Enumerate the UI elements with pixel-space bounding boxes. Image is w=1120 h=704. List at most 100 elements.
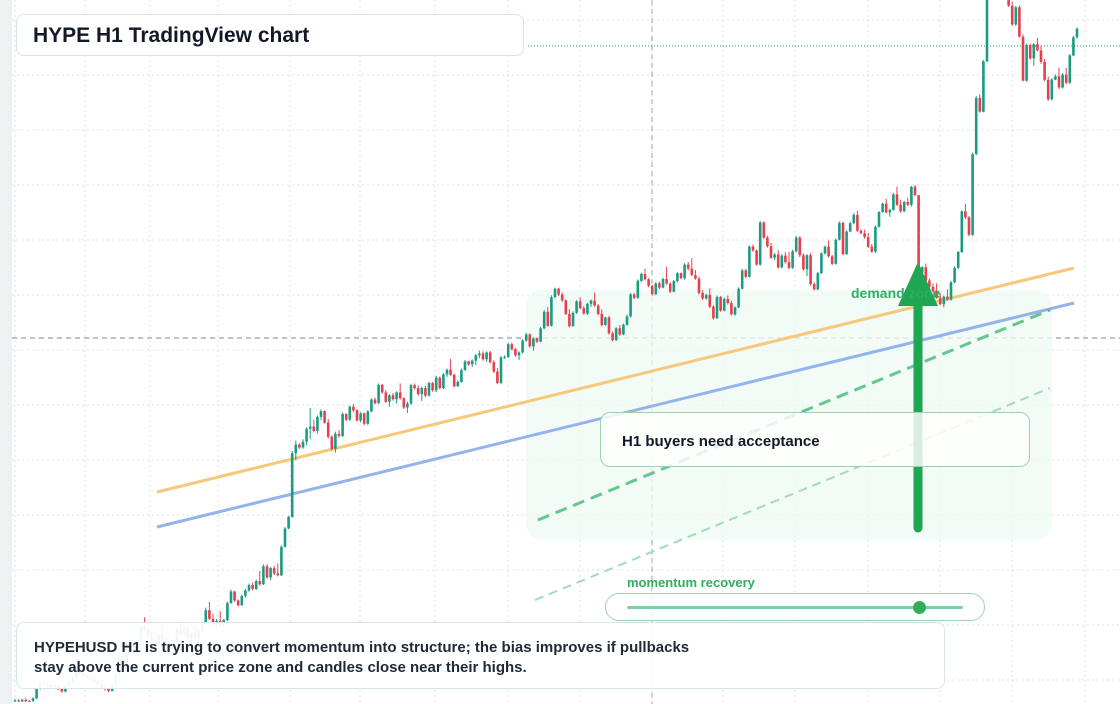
- candle-body: [683, 264, 686, 279]
- candle-body: [589, 300, 593, 304]
- candle-body: [730, 303, 733, 315]
- candle-body: [586, 303, 589, 314]
- candle-body: [1046, 79, 1050, 100]
- momentum-slider[interactable]: [605, 593, 985, 621]
- candle-body: [712, 306, 715, 319]
- candle-body: [258, 581, 262, 585]
- candle-body: [661, 279, 665, 288]
- candle-body: [1007, 0, 1010, 6]
- candle-body: [593, 300, 596, 306]
- candle-body: [334, 433, 337, 449]
- candle-body: [290, 453, 294, 517]
- candle-body: [575, 301, 578, 313]
- candle-body: [910, 186, 913, 205]
- candle-body: [679, 273, 683, 279]
- candle-body: [784, 255, 787, 263]
- candle-body: [301, 441, 305, 448]
- candle-body: [64, 686, 67, 692]
- candle-body: [917, 195, 920, 273]
- candle-body: [560, 294, 564, 301]
- candle-body: [442, 374, 445, 389]
- candle-body: [362, 413, 366, 424]
- candle-body: [701, 293, 704, 299]
- candle-body: [856, 214, 859, 231]
- candle-body: [571, 312, 575, 327]
- candle-body: [557, 288, 560, 295]
- candle-body: [17, 700, 20, 702]
- candle-body: [690, 268, 694, 276]
- candle-body: [1021, 36, 1025, 81]
- candle-body: [503, 357, 506, 359]
- candle-body: [622, 324, 625, 335]
- chart-title-panel: HYPE H1 TradingView chart: [16, 14, 524, 56]
- candle-body: [445, 369, 449, 375]
- candle-body: [492, 362, 496, 372]
- candle-body: [982, 61, 985, 112]
- candle-body: [416, 388, 420, 395]
- candle-body: [1043, 61, 1046, 80]
- candle-body: [877, 212, 881, 227]
- candle-body: [370, 399, 373, 412]
- candle-body: [550, 297, 553, 326]
- candle-body: [798, 237, 802, 256]
- candle-body: [708, 294, 712, 307]
- candle-body: [859, 230, 863, 234]
- candle-body: [564, 300, 568, 314]
- momentum-slider-knob[interactable]: [912, 601, 926, 614]
- candle-body: [755, 250, 758, 265]
- candle-body: [1054, 76, 1057, 80]
- candle-body: [600, 313, 604, 326]
- candle-body: [686, 264, 690, 269]
- candle-body: [262, 566, 265, 585]
- candle-body: [272, 568, 276, 574]
- candle-body: [280, 546, 283, 576]
- candle-body: [884, 203, 888, 213]
- candle-body: [766, 237, 769, 247]
- candle-body: [344, 414, 348, 420]
- candle-body: [1050, 79, 1054, 100]
- candle-body: [244, 590, 247, 596]
- candle-body: [254, 581, 258, 589]
- candle-body: [892, 194, 895, 210]
- candle-body: [960, 211, 964, 252]
- candle-body: [373, 399, 377, 404]
- candle-body: [672, 281, 676, 292]
- candle-body: [1072, 37, 1075, 56]
- candle-body: [902, 201, 906, 212]
- candle-body: [913, 186, 917, 196]
- candle-body: [715, 297, 719, 319]
- candle-body: [632, 294, 636, 298]
- candle-body: [733, 307, 737, 315]
- candle-body: [776, 254, 780, 268]
- candle-body: [1032, 44, 1036, 59]
- candle-body: [488, 352, 492, 363]
- candle-body: [506, 344, 510, 358]
- candle-body: [629, 294, 632, 317]
- candle-body: [366, 411, 370, 424]
- candle-body: [305, 428, 308, 442]
- candle-body: [870, 246, 874, 252]
- candle-body: [838, 222, 841, 240]
- candle-body: [517, 352, 521, 356]
- candle-body: [265, 566, 269, 578]
- candle-body: [956, 252, 960, 268]
- candle-body: [985, 0, 989, 62]
- candle-body: [539, 328, 542, 342]
- candle-body: [276, 573, 280, 576]
- candle-body: [650, 285, 654, 295]
- candle-body: [229, 591, 233, 603]
- candle-body: [452, 374, 456, 387]
- candle-body: [769, 246, 773, 258]
- candle-body: [420, 388, 424, 395]
- candle-body: [1039, 50, 1043, 62]
- buyers-acceptance-callout: H1 buyers need acceptance: [600, 412, 1030, 467]
- candle-body: [546, 311, 550, 326]
- summary-line-1: HYPEHUSD H1 is trying to convert momentu…: [34, 639, 690, 656]
- candle-body: [406, 403, 409, 408]
- candle-body: [355, 410, 359, 421]
- candle-body: [964, 211, 967, 218]
- candle-body: [298, 444, 301, 448]
- candle-body: [823, 246, 827, 254]
